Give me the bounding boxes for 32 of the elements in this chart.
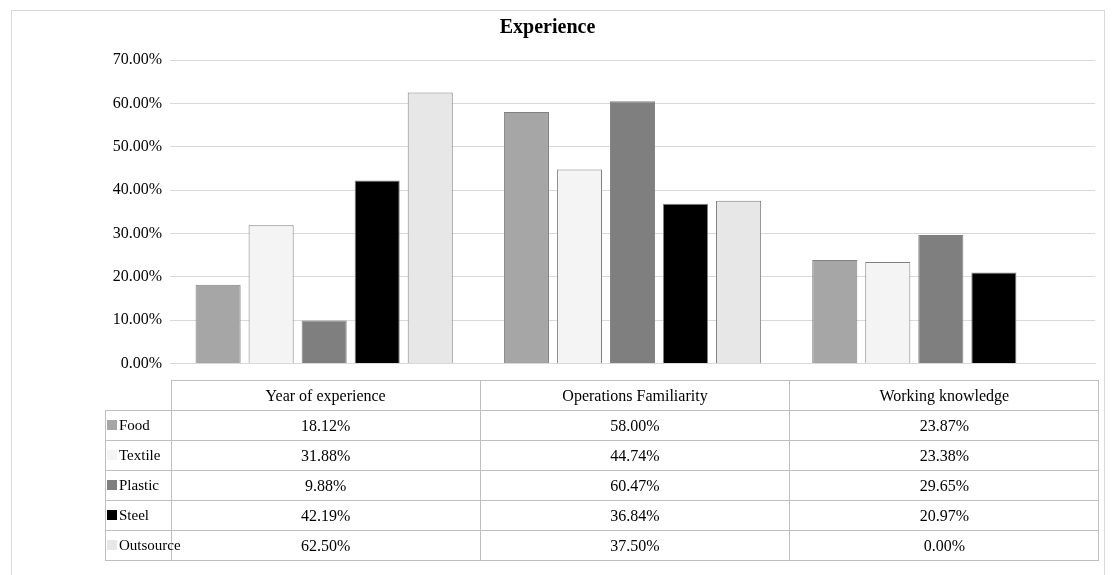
y-tick-label: 20.00%: [112, 266, 162, 284]
y-tick-label: 60.00%: [112, 93, 162, 111]
legend-label: Food: [105, 410, 171, 441]
data-label: 0.00%: [789, 530, 1099, 561]
data-label: 42.19%: [171, 500, 481, 531]
legend-label: Outsource: [118, 536, 181, 555]
data-label: 31.88%: [171, 440, 481, 471]
legend-label: Plastic: [105, 470, 171, 501]
x-tick-label: Working knowledge: [789, 380, 1099, 411]
data-label: 62.50%: [301, 536, 351, 554]
data-label: 44.74%: [480, 440, 790, 471]
y-tick-label: 30.00%: [112, 223, 162, 241]
y-tick-label: 10.00%: [112, 310, 162, 328]
data-label: 23.87%: [789, 410, 1099, 441]
x-tick-label: Operations Familiarity: [480, 380, 790, 411]
chart-title: Experience: [499, 15, 596, 39]
y-tick-label: 50.00%: [112, 136, 162, 154]
data-label: 29.65%: [789, 470, 1099, 501]
data-label: 20.97%: [789, 500, 1099, 531]
data-label: 23.38%: [789, 440, 1099, 471]
legend-label: Textile: [105, 440, 171, 471]
y-tick-label: 70.00%: [112, 50, 162, 68]
data-label: 58.00%: [480, 410, 790, 441]
y-tick-label: 40.00%: [112, 180, 162, 198]
legend-label: Steel: [105, 500, 171, 531]
x-tick-label: Year of experience: [171, 380, 481, 411]
data-label: 9.88%: [171, 470, 481, 501]
data-label: 36.84%: [480, 500, 790, 531]
data-label: 18.12%: [171, 410, 481, 441]
data-label: 37.50%: [480, 530, 790, 561]
data-label: 60.47%: [480, 470, 790, 501]
y-tick-label: 0.00%: [120, 353, 162, 371]
